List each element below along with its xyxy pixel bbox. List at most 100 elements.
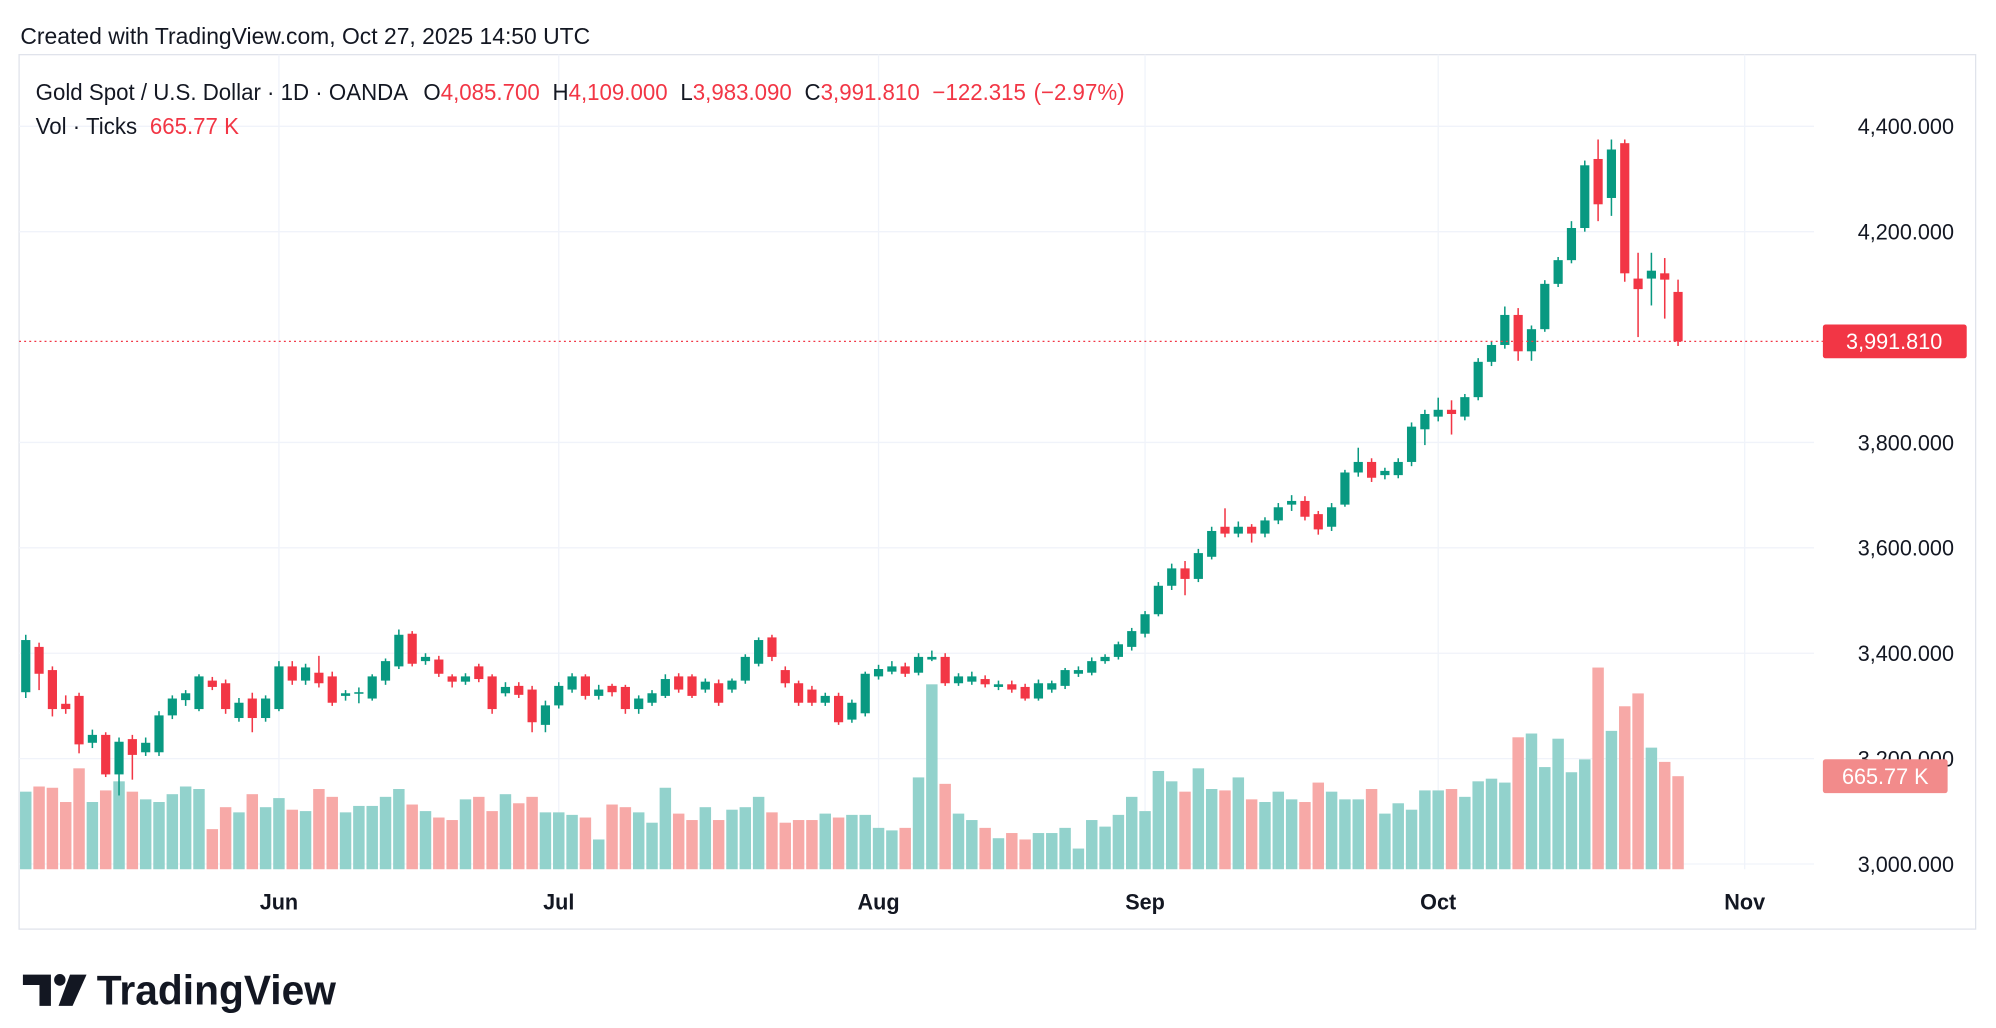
change-pct: (−2.97%) bbox=[1034, 80, 1125, 105]
x-tick-label: Jul bbox=[543, 889, 574, 914]
candle-body bbox=[1366, 461, 1377, 478]
volume-legend-name: Vol · Ticks bbox=[36, 114, 137, 139]
candle-body bbox=[1486, 344, 1497, 362]
volume-bar bbox=[1619, 706, 1631, 870]
candle-body bbox=[1540, 283, 1550, 330]
candle-body bbox=[1153, 585, 1163, 615]
x-tick-label: Aug bbox=[858, 889, 900, 914]
volume-bar bbox=[1352, 799, 1364, 870]
volume-bar bbox=[952, 813, 965, 870]
candle-body bbox=[1100, 656, 1110, 662]
volume-bar bbox=[859, 814, 871, 870]
volume-bar bbox=[1205, 789, 1218, 870]
change-value: −122.315 bbox=[932, 80, 1026, 105]
candle-body bbox=[580, 676, 590, 696]
candle-body bbox=[1247, 526, 1257, 534]
volume-bar bbox=[1539, 767, 1551, 870]
volume-bar bbox=[393, 789, 405, 870]
candle-body bbox=[1060, 670, 1070, 686]
volume-bar bbox=[886, 830, 898, 870]
volume-bar bbox=[632, 812, 645, 870]
volume-bar bbox=[1499, 782, 1511, 870]
volume-bar bbox=[60, 802, 72, 870]
volume-bar bbox=[1672, 776, 1684, 870]
volume-bar bbox=[1112, 814, 1125, 870]
x-tick-label: Jun bbox=[260, 889, 298, 914]
y-tick-label: 4,400.000 bbox=[1858, 114, 1954, 139]
candle-body bbox=[1473, 361, 1483, 398]
volume-bar bbox=[792, 820, 805, 870]
volume-bar bbox=[1219, 790, 1231, 870]
volume-bar bbox=[1299, 802, 1311, 870]
candle-body bbox=[1207, 530, 1217, 557]
candle-body bbox=[700, 681, 710, 690]
volume-bar bbox=[33, 786, 45, 870]
candle-body bbox=[1273, 507, 1283, 521]
volume-bar bbox=[1472, 781, 1484, 870]
volume-bar bbox=[233, 812, 245, 870]
candle-body bbox=[1020, 686, 1030, 699]
candle-body bbox=[407, 633, 417, 664]
volume-bar bbox=[1152, 770, 1165, 870]
candle-body bbox=[127, 739, 137, 755]
volume-bar bbox=[846, 814, 858, 870]
volume-bar bbox=[1006, 833, 1018, 870]
candle-body bbox=[460, 676, 471, 682]
candle-body bbox=[674, 676, 684, 690]
last-price-tag bbox=[1822, 324, 1967, 359]
candle-body bbox=[754, 640, 764, 664]
ohlc-value: 3,991.810 bbox=[821, 80, 920, 105]
volume-bar bbox=[1552, 738, 1564, 870]
candle-body bbox=[420, 656, 431, 662]
volume-bar bbox=[299, 811, 312, 870]
volume-bar bbox=[313, 789, 325, 870]
candle-body bbox=[114, 741, 124, 775]
volume-bar bbox=[166, 794, 179, 870]
volume-bar bbox=[1046, 833, 1058, 870]
candle-body bbox=[1193, 553, 1203, 579]
volume-bar bbox=[779, 822, 792, 870]
candle-body bbox=[780, 670, 790, 684]
volume-bar bbox=[1392, 803, 1404, 870]
volume-bar bbox=[459, 799, 472, 870]
candle-body bbox=[154, 715, 164, 753]
volume-bar bbox=[46, 787, 59, 870]
y-tick-label: 3,000.000 bbox=[1858, 852, 1954, 877]
candle-body bbox=[980, 679, 990, 685]
volume-bar bbox=[806, 820, 818, 870]
volume-bar bbox=[433, 817, 445, 870]
candle-body bbox=[847, 702, 857, 720]
candle-body bbox=[274, 666, 284, 710]
logo bbox=[22, 973, 87, 1006]
candle-body bbox=[647, 693, 657, 703]
volume-bar bbox=[1192, 768, 1205, 870]
candle-body bbox=[327, 676, 337, 703]
volume-bar bbox=[1565, 772, 1578, 870]
volume-bar bbox=[406, 804, 418, 870]
ohlc-prefix: H bbox=[552, 80, 568, 105]
volume-bar bbox=[739, 807, 752, 870]
volume-bar bbox=[1059, 827, 1071, 870]
volume-bar bbox=[513, 803, 525, 870]
volume-bar bbox=[286, 809, 298, 870]
y-tick-label: 3,800.000 bbox=[1858, 430, 1954, 455]
candle-body bbox=[714, 683, 724, 703]
y-tick-label: 3,600.000 bbox=[1858, 535, 1954, 560]
candle-body bbox=[1300, 500, 1310, 517]
candle-body bbox=[1526, 329, 1537, 352]
volume-bar bbox=[992, 838, 1005, 870]
ohlc-prefix: L bbox=[680, 80, 692, 105]
volume-bar bbox=[1099, 826, 1111, 870]
ohlc-prefix: C bbox=[805, 80, 821, 105]
candle-body bbox=[727, 680, 737, 690]
candle-body bbox=[540, 705, 551, 725]
volume-bar bbox=[939, 783, 951, 870]
candle-body bbox=[1660, 273, 1670, 280]
candle-body bbox=[1220, 526, 1230, 534]
candle-body bbox=[1673, 291, 1683, 342]
candle-body bbox=[474, 666, 484, 680]
candle-body bbox=[167, 698, 177, 716]
volume-bar bbox=[832, 817, 845, 870]
candle-body bbox=[500, 686, 511, 694]
candle-body bbox=[567, 676, 577, 690]
